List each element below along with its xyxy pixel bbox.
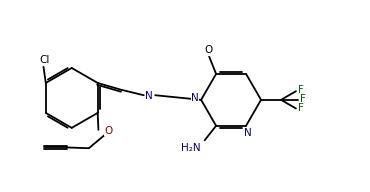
Text: O: O xyxy=(105,126,113,136)
Text: F: F xyxy=(297,85,303,95)
Text: H₂N: H₂N xyxy=(181,143,201,153)
Text: O: O xyxy=(204,45,212,55)
Text: F: F xyxy=(297,103,303,113)
Text: Cl: Cl xyxy=(39,55,49,65)
Text: N: N xyxy=(244,128,252,138)
Text: N: N xyxy=(191,93,199,103)
Text: N: N xyxy=(145,91,153,101)
Text: F: F xyxy=(300,94,306,104)
